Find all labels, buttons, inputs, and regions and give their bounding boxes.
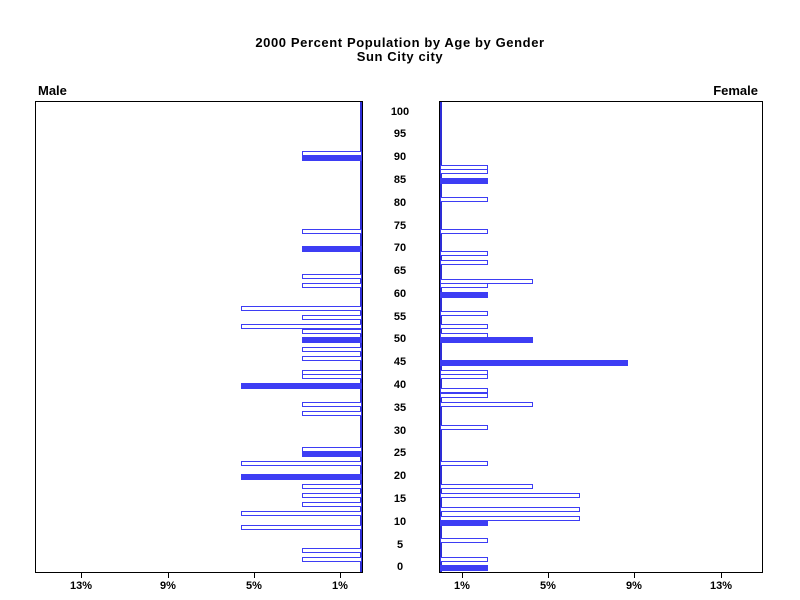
pyramid-bar-female-age-13 xyxy=(440,507,580,512)
pyramid-bar-male-age-4 xyxy=(302,548,362,553)
age-tick-label-50: 50 xyxy=(393,333,407,345)
x-axis-tick-label: 9% xyxy=(160,580,176,592)
age-tick-label-85: 85 xyxy=(393,174,407,186)
pyramid-bar-female-age-67 xyxy=(440,260,488,265)
pyramid-bar-male-age-50 xyxy=(302,337,362,343)
pyramid-bar-male-age-57 xyxy=(241,306,362,311)
chart-title-line2: Sun City city xyxy=(356,49,444,64)
pyramid-bar-male-age-42 xyxy=(302,374,362,379)
pyramid-bar-female-age-2 xyxy=(440,557,488,562)
x-axis-tick-label: 13% xyxy=(69,580,93,592)
pyramid-bar-male-age-12 xyxy=(241,511,362,516)
age-tick-label-65: 65 xyxy=(393,265,407,277)
x-axis-tick xyxy=(634,573,635,578)
x-axis-tick-label: 5% xyxy=(540,580,556,592)
pyramid-bar-female-age-45 xyxy=(440,360,628,366)
pyramid-bar-female-age-69 xyxy=(440,251,488,256)
age-tick-label-60: 60 xyxy=(393,288,407,300)
age-tick-label-75: 75 xyxy=(393,220,407,232)
age-tick-label-90: 90 xyxy=(393,151,407,163)
pyramid-bar-female-age-42 xyxy=(440,374,488,379)
pyramid-bar-male-age-20 xyxy=(241,474,362,480)
x-axis-tick-label: 13% xyxy=(709,580,733,592)
age-tick-label-25: 25 xyxy=(393,447,407,459)
age-tick-label-0: 0 xyxy=(396,561,404,573)
pyramid-bar-female-age-81 xyxy=(440,197,488,202)
pyramid-bar-male-age-40 xyxy=(241,383,362,389)
x-axis-tick-label: 1% xyxy=(332,580,348,592)
pyramid-bar-female-age-87 xyxy=(440,169,488,174)
pyramid-bar-female-age-74 xyxy=(440,229,488,234)
x-axis-tick xyxy=(548,573,549,578)
pyramid-bar-female-age-60 xyxy=(440,292,488,298)
male-panel-label: Male xyxy=(38,83,67,98)
male-pyramid-panel: 13% 9% 5% 1% xyxy=(35,101,363,592)
pyramid-bar-female-age-36 xyxy=(440,402,533,407)
female-panel-label: Female xyxy=(713,83,758,98)
age-tick-label-80: 80 xyxy=(393,197,407,209)
pyramid-bar-female-age-11 xyxy=(440,516,580,521)
x-axis-tick-label: 5% xyxy=(246,580,262,592)
x-axis-tick xyxy=(462,573,463,578)
x-axis-tick xyxy=(168,573,169,578)
x-axis-tick xyxy=(254,573,255,578)
x-axis-tick xyxy=(81,573,82,578)
pyramid-bar-male-age-53 xyxy=(241,324,362,329)
age-tick-label-10: 10 xyxy=(393,516,407,528)
pyramid-bar-male-age-64 xyxy=(302,274,362,279)
age-tick-label-30: 30 xyxy=(393,425,407,437)
age-tick-label-95: 95 xyxy=(393,128,407,140)
pyramid-bar-male-age-48 xyxy=(302,347,362,352)
pyramid-bar-male-age-74 xyxy=(302,229,362,234)
x-axis-tick-label: 9% xyxy=(626,580,642,592)
pyramid-bar-male-age-55 xyxy=(302,315,362,320)
pyramid-bar-female-age-62 xyxy=(440,283,488,288)
pyramid-bar-female-age-53 xyxy=(440,324,488,329)
pyramid-bar-female-age-39 xyxy=(440,388,488,393)
pyramid-bar-female-age-23 xyxy=(440,461,488,466)
pyramid-bar-male-age-23 xyxy=(241,461,362,466)
age-tick-label-45: 45 xyxy=(393,356,407,368)
x-axis-tick xyxy=(721,573,722,578)
pyramid-bar-female-age-18 xyxy=(440,484,533,489)
age-axis: 0 5 10 15 20 25 30 35 40 45 50 55 60 65 70 75 80 85 90 95 10… xyxy=(361,101,439,573)
pyramid-bar-male-age-9 xyxy=(241,525,362,530)
pyramid-bar-female-age-6 xyxy=(440,538,488,543)
pyramid-bar-female-age-16 xyxy=(440,493,580,498)
age-tick-label-70: 70 xyxy=(393,242,407,254)
pyramid-bar-male-age-52 xyxy=(302,329,362,334)
age-tick-label-5: 5 xyxy=(396,539,404,551)
pyramid-bar-female-age-0 xyxy=(440,565,488,571)
pyramid-bar-male-age-25 xyxy=(302,451,362,457)
female-pyramid-panel: 1% 5% 9% 13% xyxy=(439,101,763,592)
age-tick-label-100: 100 xyxy=(390,106,410,118)
pyramid-bar-male-age-14 xyxy=(302,502,362,507)
pyramid-bar-male-age-2 xyxy=(302,557,362,562)
pyramid-bar-female-age-31 xyxy=(440,425,488,430)
chart-title-line1: 2000 Percent Population by Age by Gender xyxy=(255,35,545,50)
age-tick-label-55: 55 xyxy=(393,311,407,323)
pyramid-bar-male-age-62 xyxy=(302,283,362,288)
pyramid-bar-female-age-56 xyxy=(440,311,488,316)
pyramid-bar-male-age-70 xyxy=(302,246,362,252)
age-tick-label-15: 15 xyxy=(393,493,407,505)
chart-title: 2000 Percent Population by Age by Gender… xyxy=(0,36,800,64)
pyramid-bar-female-age-50 xyxy=(440,337,533,343)
pyramid-bar-female-age-38 xyxy=(440,393,488,398)
pyramid-bar-male-age-18 xyxy=(302,484,362,489)
pyramid-bar-male-age-36 xyxy=(302,402,362,407)
age-tick-label-20: 20 xyxy=(393,470,407,482)
age-tick-label-40: 40 xyxy=(393,379,407,391)
x-axis-tick xyxy=(340,573,341,578)
pyramid-bar-male-age-90 xyxy=(302,155,362,161)
pyramid-bar-male-age-16 xyxy=(302,493,362,498)
pyramid-bar-male-age-34 xyxy=(302,411,362,416)
pyramid-bar-female-age-85 xyxy=(440,178,488,184)
pyramid-bar-female-age-10 xyxy=(440,520,488,526)
pyramid-bar-male-age-46 xyxy=(302,356,362,361)
x-axis-tick-label: 1% xyxy=(454,580,470,592)
age-tick-label-35: 35 xyxy=(393,402,407,414)
